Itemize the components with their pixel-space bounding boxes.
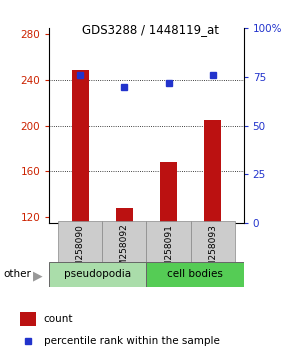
Text: count: count — [44, 314, 73, 324]
Text: GSM258093: GSM258093 — [208, 224, 217, 279]
Bar — [204, 120, 221, 223]
Bar — [146, 221, 191, 269]
Bar — [72, 69, 89, 223]
Text: pseudopodia: pseudopodia — [64, 269, 131, 279]
Text: GDS3288 / 1448119_at: GDS3288 / 1448119_at — [82, 23, 219, 36]
Bar — [58, 221, 102, 269]
Bar — [146, 262, 244, 287]
Bar — [116, 208, 133, 223]
Text: GSM258090: GSM258090 — [76, 224, 85, 279]
Text: cell bodies: cell bodies — [167, 269, 223, 279]
Bar — [102, 221, 146, 269]
Text: percentile rank within the sample: percentile rank within the sample — [44, 336, 220, 346]
Bar — [49, 262, 146, 287]
Text: ▶: ▶ — [33, 269, 43, 282]
Text: other: other — [3, 269, 31, 279]
Text: GSM258092: GSM258092 — [120, 224, 129, 278]
Bar — [160, 162, 177, 223]
Text: GSM258091: GSM258091 — [164, 224, 173, 279]
Bar — [191, 221, 235, 269]
Bar — [20, 312, 36, 326]
